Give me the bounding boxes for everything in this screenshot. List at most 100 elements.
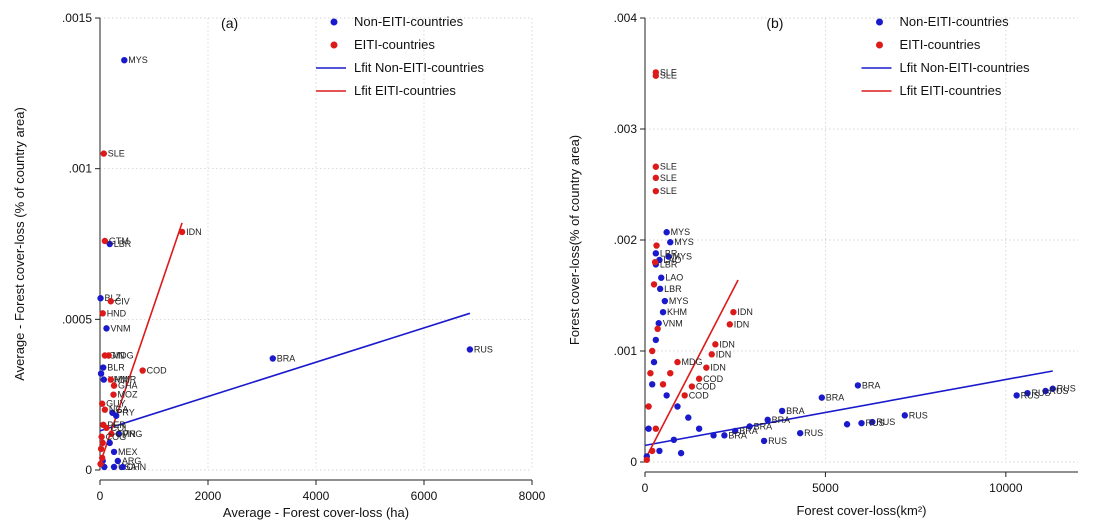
point-label: GHA (118, 381, 138, 391)
data-point-non-eiti (121, 56, 128, 64)
y-axis-title: Average - Forest cover-loss (% of countr… (12, 107, 27, 381)
data-point-non-eiti (106, 439, 113, 447)
data-point-eiti (103, 424, 110, 432)
data-point-non-eiti (732, 427, 739, 435)
data-point-eiti (105, 352, 112, 359)
point-label: BRA (739, 426, 758, 436)
point-label: CIV (115, 296, 130, 306)
data-point-non-eiti (1013, 392, 1020, 399)
legend-entry: EITI-countries (354, 37, 435, 52)
point-label: MDG (681, 357, 702, 367)
data-point-eiti (652, 187, 660, 195)
fit-line-eiti (99, 222, 183, 465)
legend-entry: Lfit Non-EITI-countries (900, 60, 1031, 75)
axes (95, 17, 533, 485)
point-label: COG (106, 432, 127, 442)
data-point-non-eiti (106, 240, 113, 248)
legend-marker (330, 41, 338, 49)
point-label: RUS (1050, 386, 1069, 396)
point-label: RUS (1021, 390, 1040, 400)
legend-entry: Non-EITI-countries (900, 14, 1010, 29)
point-label: COD (703, 374, 724, 384)
data-point-non-eiti (114, 457, 122, 465)
point-label: SLE (660, 186, 677, 196)
point-label: SLE (660, 162, 677, 172)
x-tick-label: 10000 (989, 481, 1023, 495)
point-label: RUS (876, 417, 895, 427)
x-tick-label: 6000 (411, 489, 438, 503)
point-label: MYS (672, 252, 692, 262)
data-point-eiti (652, 163, 660, 170)
y-tick-label: .002 (614, 233, 638, 247)
panel-label: (b) (766, 15, 783, 31)
data-point-eiti (98, 400, 106, 407)
data-point-eiti (667, 370, 674, 377)
data-point-non-eiti (97, 295, 104, 302)
data-point-eiti (726, 321, 733, 328)
x-tick-label: 4000 (303, 489, 330, 503)
point-label: RUS (1057, 384, 1076, 394)
data-point-eiti (708, 351, 715, 358)
data-point-eiti (653, 242, 660, 249)
point-label: SLE (660, 67, 677, 77)
data-point-eiti (712, 341, 719, 348)
point-label: IDN (710, 363, 726, 373)
data-point-non-eiti (667, 239, 674, 246)
point-label: MYS (128, 55, 148, 65)
data-point-non-eiti (652, 250, 660, 257)
data-point-eiti (97, 445, 105, 453)
point-label: LAO (665, 273, 683, 283)
x-tick-label: 0 (642, 481, 649, 495)
point-label: NGA (109, 405, 129, 415)
point-label: IDN (716, 349, 732, 359)
point-label: BRA (786, 406, 805, 416)
point-label: MEX (118, 447, 138, 457)
y-tick-label: .001 (69, 162, 93, 176)
data-point-eiti (97, 460, 104, 468)
point-label: BRA (772, 415, 791, 425)
point-label: RUS (866, 418, 885, 428)
point-label: MYS (669, 296, 689, 306)
data-point-non-eiti (901, 412, 908, 419)
data-point-eiti (649, 447, 656, 455)
data-point-non-eiti (110, 448, 118, 456)
data-point-non-eiti (665, 253, 672, 260)
point-label: SLE (660, 173, 677, 183)
point-label: IDN (719, 339, 735, 349)
data-point-eiti (110, 382, 118, 389)
data-point-non-eiti (760, 437, 768, 445)
data-point-non-eiti (661, 297, 669, 305)
data-point-eiti (101, 237, 109, 245)
point-label: PER (107, 420, 126, 430)
chart-a: 0 .0005 .001 .0015 0 2000 4000 6000 8000 Average … (12, 11, 546, 520)
data-point-eiti (651, 259, 659, 266)
point-label: PNG (123, 429, 143, 439)
x-axis-title: Average - Forest cover-loss (ha) (223, 505, 409, 520)
legend-entry: EITI-countries (900, 37, 981, 52)
legend-marker (330, 18, 338, 26)
data-point-eiti (649, 347, 656, 355)
data-point-non-eiti (100, 364, 107, 371)
point-label: LBR (660, 259, 678, 269)
data-point-non-eiti (655, 320, 662, 327)
point-label: COD (147, 366, 168, 376)
point-label: PRY (116, 408, 134, 418)
point-label: MOZ (118, 390, 138, 400)
data-point-eiti (645, 403, 652, 410)
point-label: BRA (826, 393, 845, 403)
data-point-non-eiti (1042, 387, 1049, 395)
data-point-eiti (674, 358, 681, 366)
point-label: KHM (667, 307, 687, 317)
data-point-non-eiti (695, 425, 703, 432)
data-point-eiti (101, 406, 109, 413)
point-label: CHN (127, 462, 146, 472)
data-point-non-eiti (677, 449, 685, 457)
data-point-eiti (652, 425, 660, 432)
point-label: RUS (909, 410, 928, 420)
data-point-eiti (108, 430, 115, 438)
data-point-non-eiti (764, 416, 771, 424)
point-label: SLE (660, 71, 677, 81)
data-point-non-eiti (869, 418, 876, 426)
data-point-eiti (110, 391, 117, 398)
data-point-eiti (139, 367, 146, 374)
